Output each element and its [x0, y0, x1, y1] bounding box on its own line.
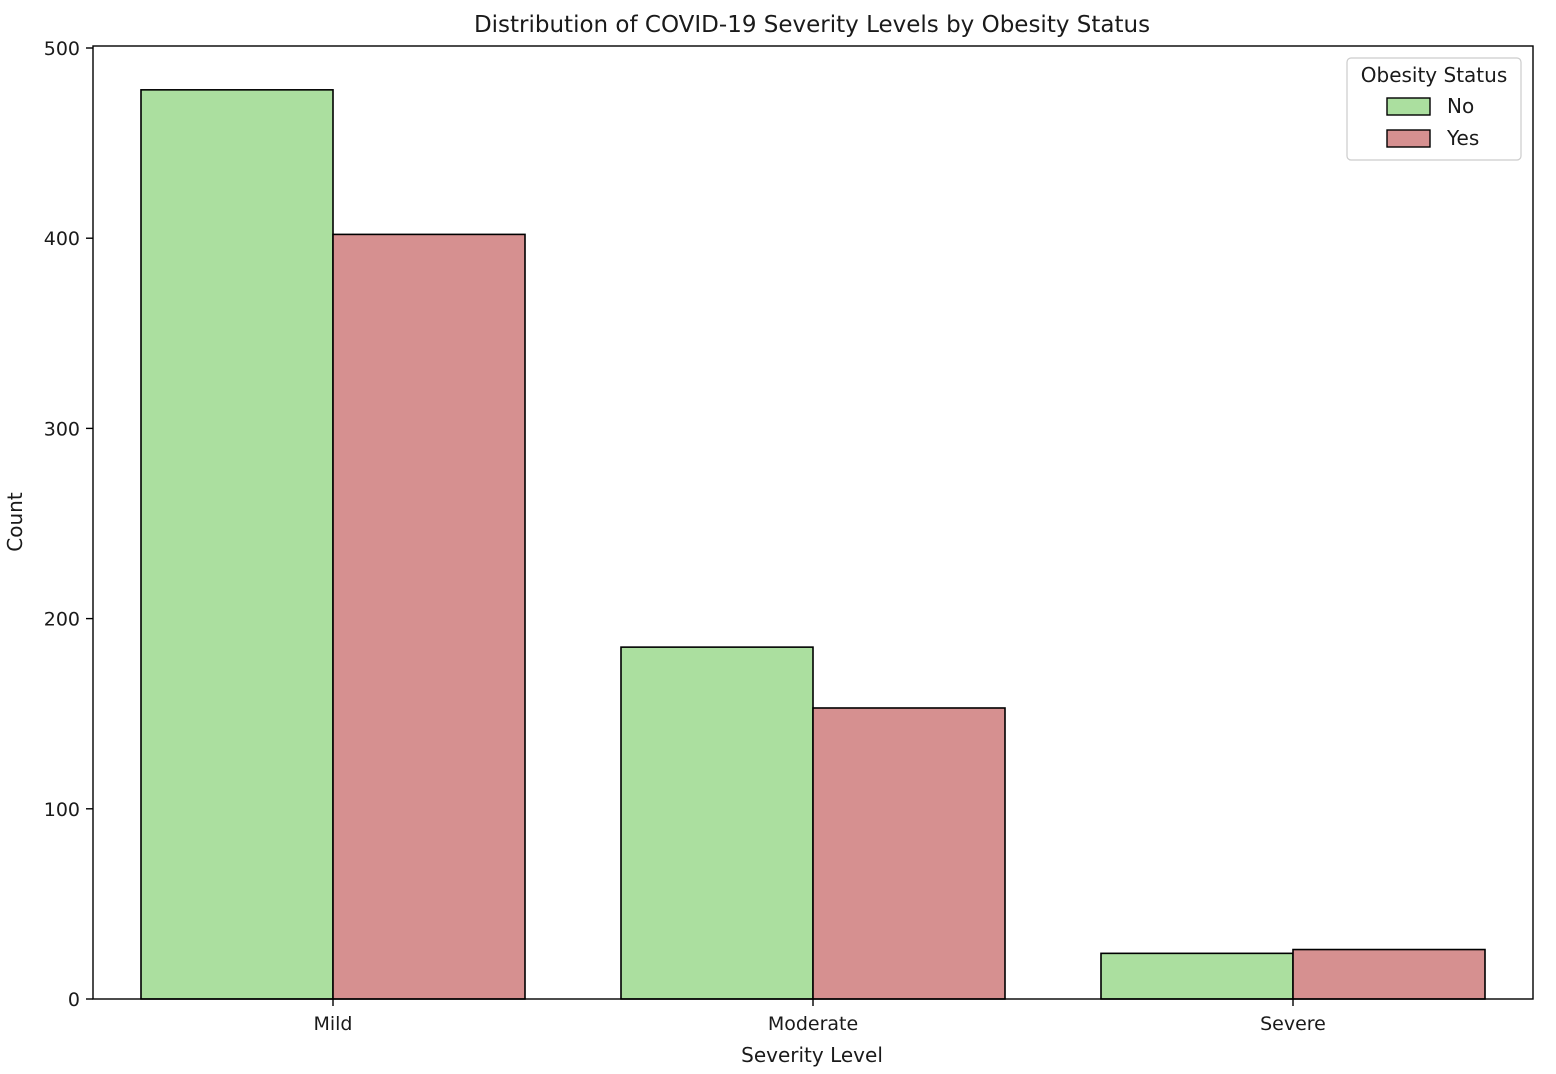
bars-group [140, 89, 1486, 1000]
bar-mild-yes [332, 233, 526, 1000]
y-tick-label: 400 [44, 228, 80, 250]
x-tick-label-severe: Severe [1260, 1013, 1326, 1035]
y-axis-label: Count [3, 492, 27, 552]
bar-moderate-no [620, 646, 814, 1000]
legend-label-no: No [1447, 94, 1474, 118]
y-tick-label: 300 [44, 418, 80, 440]
legend: Obesity Status No Yes [1346, 57, 1522, 161]
legend-swatch-yes [1386, 129, 1431, 148]
chart-title: Distribution of COVID-19 Severity Levels… [474, 12, 1150, 38]
x-axis-ticks: Mild Moderate Severe [313, 999, 1326, 1035]
y-tick-label: 200 [44, 609, 80, 631]
legend-items: No Yes [1386, 94, 1479, 150]
x-axis-label: Severity Level [741, 1043, 883, 1067]
x-tick-label-moderate: Moderate [768, 1013, 858, 1035]
plot-frame [92, 45, 1534, 1000]
x-tick-label-mild: Mild [313, 1013, 352, 1035]
bar-mild-no [140, 89, 334, 1000]
y-tick-label: 500 [44, 38, 80, 60]
y-tick-label: 0 [68, 989, 80, 1011]
legend-title: Obesity Status [1361, 63, 1507, 87]
bar-moderate-yes [812, 707, 1006, 1000]
y-tick-label: 100 [44, 799, 80, 821]
bar-severe-yes [1292, 948, 1486, 1000]
legend-label-yes: Yes [1446, 126, 1479, 150]
bar-severe-no [1100, 952, 1294, 1000]
y-axis-ticks: 0 100 200 300 400 500 [44, 38, 93, 1011]
legend-swatch-no [1386, 97, 1431, 116]
